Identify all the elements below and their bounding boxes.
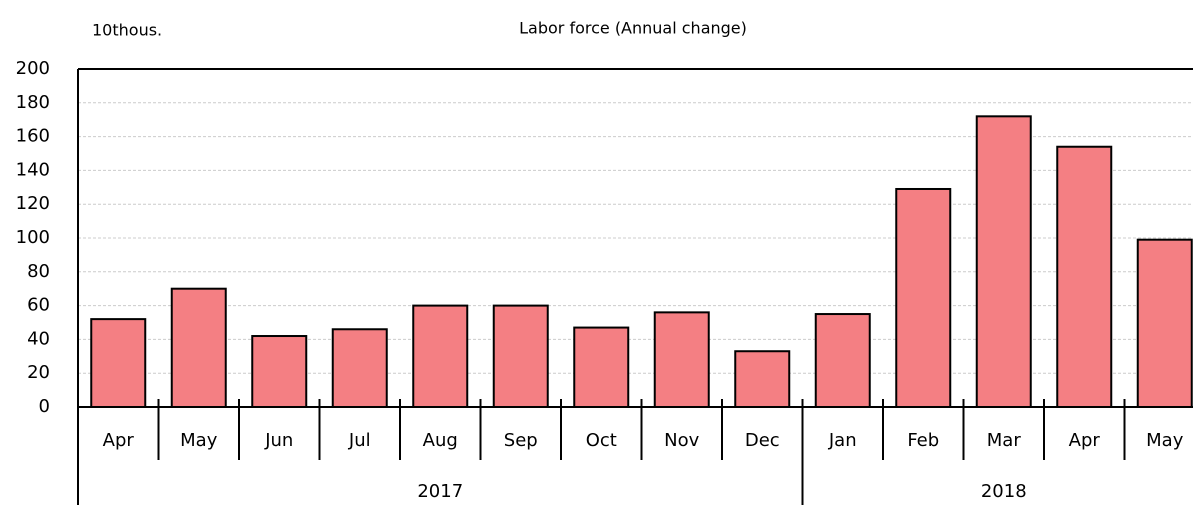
chart-title: Labor force (Annual change) (519, 19, 747, 38)
y-tick-label: 40 (27, 328, 50, 349)
y-axis-label: 10thous. (92, 21, 162, 40)
bar (1136, 238, 1193, 408)
y-tick-label: 100 (16, 227, 50, 248)
y-tick-label: 80 (27, 261, 50, 282)
bar (653, 311, 710, 408)
bar (895, 187, 952, 408)
x-tick-label: May (1146, 430, 1184, 451)
x-tick-label: Feb (907, 430, 939, 451)
x-tick-label: Mar (987, 430, 1022, 451)
bar (412, 304, 469, 409)
x-tick-label: Jan (828, 430, 857, 451)
bar (492, 304, 549, 409)
x-tick-label: Jul (348, 430, 371, 451)
bar (331, 328, 388, 409)
bar (814, 313, 871, 408)
bar (975, 115, 1032, 408)
x-tick-label: Aug (423, 430, 458, 451)
y-tick-label: 60 (27, 295, 50, 316)
y-tick-label: 160 (16, 126, 50, 147)
bar (734, 350, 791, 409)
y-tick-label: 20 (27, 362, 50, 383)
x-tick-label: Jun (264, 430, 293, 451)
bar (251, 335, 308, 408)
x-tick-label: May (180, 430, 218, 451)
y-tick-label: 140 (16, 159, 50, 180)
x-group-label: 2017 (417, 481, 463, 502)
bar (1056, 145, 1113, 409)
x-tick-label: Sep (504, 430, 538, 451)
y-tick-label: 200 (16, 58, 50, 79)
y-tick-label: 180 (16, 92, 50, 113)
bar (170, 287, 227, 409)
y-tick-label: 0 (39, 396, 50, 417)
x-tick-label: Oct (586, 430, 617, 451)
x-tick-label: Apr (1069, 430, 1101, 451)
bar (90, 318, 147, 408)
y-tick-label: 120 (16, 193, 50, 214)
x-tick-label: Dec (745, 430, 780, 451)
bar (573, 326, 630, 409)
x-tick-label: Apr (103, 430, 135, 451)
x-group-label: 2018 (981, 481, 1027, 502)
x-tick-label: Nov (664, 430, 699, 451)
